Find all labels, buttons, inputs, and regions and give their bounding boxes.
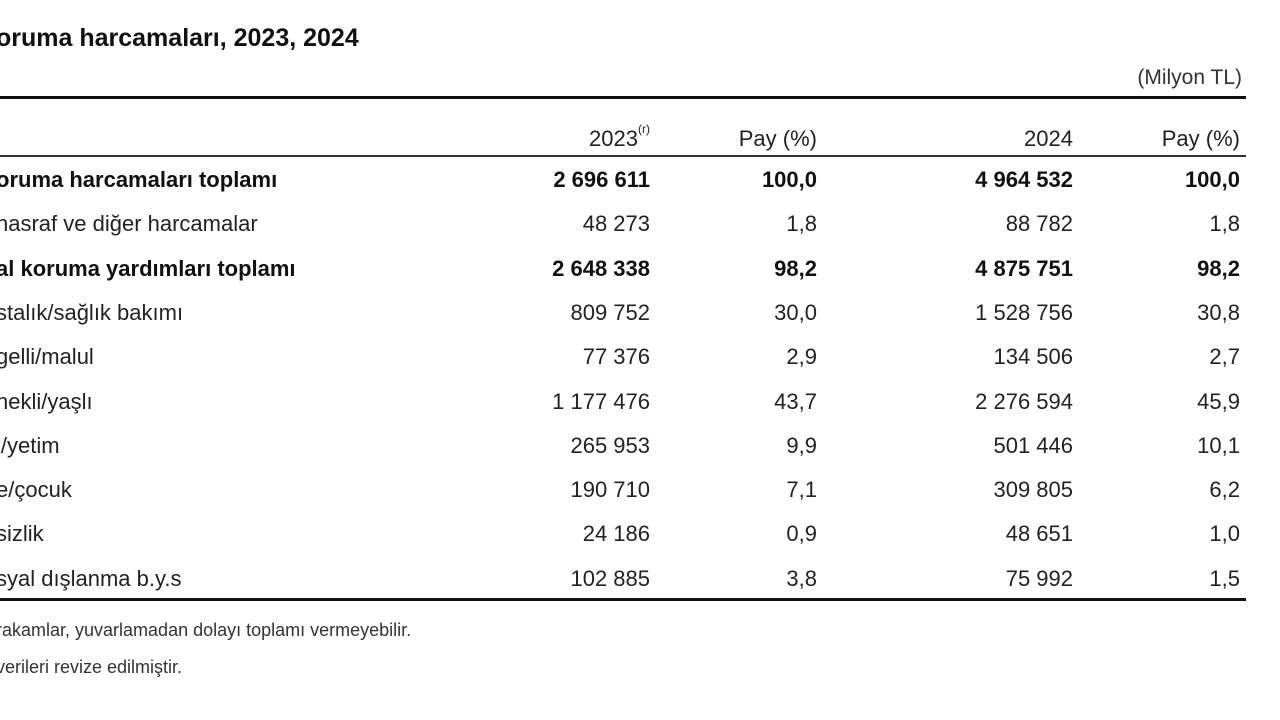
share-2024: 6,2 [1209, 477, 1240, 503]
header-2024: 2024 [1024, 126, 1073, 151]
table-row: sizlik 24 186 0,9 48 651 1,0 [0, 521, 1246, 551]
share-2023: 98,2 [774, 255, 817, 281]
table-title: oruma harcamaları, 2023, 2024 [0, 24, 359, 52]
header-pay-2023: Pay (%) [738, 126, 817, 151]
top-rule [0, 96, 1246, 99]
row-label: gelli/malul [0, 344, 94, 370]
header-pay-2024: Pay (%) [1161, 126, 1240, 151]
value-2024: 134 506 [993, 344, 1073, 370]
revised-mark: (r) [638, 122, 650, 136]
share-2024: 1,0 [1209, 521, 1240, 547]
share-2023: 9,9 [786, 432, 817, 458]
footnote-2: verileri revize edilmiştir. [0, 657, 183, 677]
footnote-1: rakamlar, yuvarlamadan dolayı toplamı ve… [0, 620, 412, 640]
value-2024: 4 875 751 [975, 255, 1073, 281]
row-label: nasraf ve diğer harcamalar [0, 211, 258, 237]
share-2023: 100,0 [761, 167, 817, 192]
value-2023: 809 752 [570, 299, 650, 325]
value-2023: 190 710 [570, 477, 650, 503]
share-2023: 43,7 [774, 388, 817, 414]
unit-label: (Milyon TL) [1137, 66, 1242, 89]
row-label: e/çocuk [0, 477, 72, 503]
share-2024: 1,5 [1209, 565, 1240, 591]
share-2024: 45,9 [1197, 388, 1240, 414]
header-2023-text: 2023 [589, 126, 638, 151]
share-2023: 7,1 [786, 477, 817, 503]
table-row: stalık/sağlık bakımı 809 752 30,0 1 528 756… [0, 300, 1246, 330]
share-2023: 30,0 [774, 299, 817, 325]
row-label: oruma harcamaları toplamı [0, 167, 278, 192]
table-row: e/çocuk 190 710 7,1 309 805 6,2 [0, 477, 1246, 507]
value-2024: 2 276 594 [975, 388, 1073, 414]
row-label: nekli/yaşlı [0, 388, 93, 414]
value-2023: 102 885 [570, 565, 650, 591]
share-2023: 0,9 [786, 521, 817, 547]
value-2023: 2 696 611 [553, 167, 650, 192]
bottom-rule [0, 598, 1246, 601]
value-2023: 24 186 [582, 521, 650, 547]
table-row: nekli/yaşlı 1 177 476 43,7 2 276 594 45,9 [0, 389, 1246, 419]
header-2023: 2023(r) [589, 122, 650, 152]
value-2023: 77 376 [582, 344, 650, 370]
value-2024: 501 446 [993, 432, 1073, 458]
value-2024: 1 528 756 [975, 299, 1073, 325]
row-label: l/yetim [0, 432, 60, 458]
row-label: syal dışlanma b.y.s [0, 565, 182, 591]
value-2023: 2 648 338 [552, 255, 650, 281]
table-row: l/yetim 265 953 9,9 501 446 10,1 [0, 433, 1246, 463]
table-row: al koruma yardımları toplamı 2 648 338 98,… [0, 256, 1246, 286]
value-2024: 309 805 [993, 477, 1073, 503]
header-rule [0, 155, 1246, 157]
value-2023: 48 273 [582, 211, 650, 237]
table-row: gelli/malul 77 376 2,9 134 506 2,7 [0, 344, 1246, 374]
share-2024: 10,1 [1197, 432, 1240, 458]
share-2024: 100,0 [1184, 167, 1240, 192]
share-2023: 2,9 [786, 344, 817, 370]
share-2024: 1,8 [1209, 211, 1240, 237]
table-row: syal dışlanma b.y.s 102 885 3,8 75 992 1,5 [0, 566, 1246, 596]
share-2024: 98,2 [1197, 255, 1240, 281]
header-row: 2023(r) Pay (%) 2024 Pay (%) [0, 122, 1246, 156]
row-label: stalık/sağlık bakımı [0, 299, 184, 325]
share-2023: 3,8 [786, 565, 817, 591]
share-2024: 2,7 [1209, 344, 1240, 370]
value-2023: 265 953 [570, 432, 650, 458]
share-2024: 30,8 [1197, 299, 1240, 325]
table-row: nasraf ve diğer harcamalar 48 273 1,8 88 78… [0, 211, 1246, 241]
row-label: al koruma yardımları toplamı [0, 255, 296, 281]
value-2024: 88 782 [1005, 211, 1073, 237]
value-2024: 4 964 532 [975, 167, 1073, 192]
row-label: sizlik [0, 521, 44, 547]
value-2024: 48 651 [1005, 521, 1073, 547]
share-2023: 1,8 [786, 211, 817, 237]
value-2023: 1 177 476 [552, 388, 650, 414]
value-2024: 75 992 [1005, 565, 1073, 591]
table-row: oruma harcamaları toplamı 2 696 611 100,0 4… [0, 167, 1246, 197]
